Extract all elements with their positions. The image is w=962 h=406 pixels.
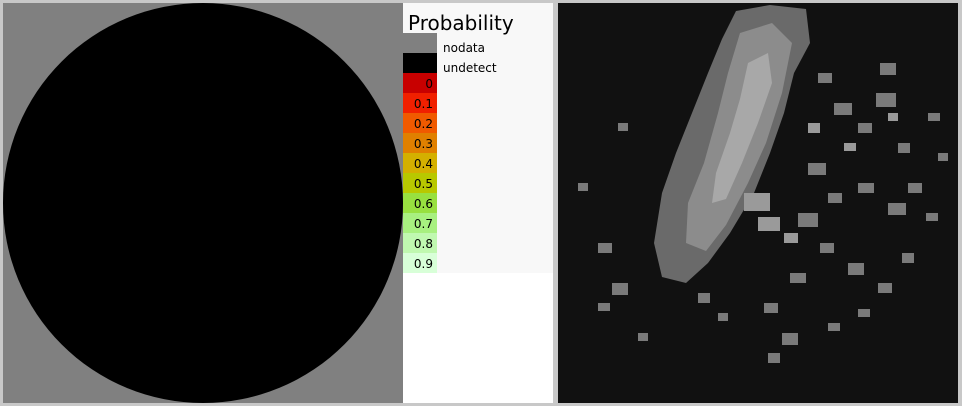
legend-value-0.4: 0.4 <box>413 157 433 171</box>
echo-band-peak <box>712 53 772 203</box>
legend-swatch-0.1: 0.1 <box>403 93 437 113</box>
legend-value-0.5: 0.5 <box>413 177 433 191</box>
legend-value-0.1: 0.1 <box>413 97 433 111</box>
legend-value-0.6: 0.6 <box>413 197 433 211</box>
legend-swatch-0.6: 0.6 <box>403 193 437 213</box>
probability-legend: Probability nodata undetect 0 0.1 0.2 0.… <box>403 3 553 403</box>
legend-swatch-nodata <box>403 33 437 53</box>
legend-swatch-0.8: 0.8 <box>403 233 437 253</box>
legend-value-0.2: 0.2 <box>413 117 433 131</box>
echo-scatter-bright <box>744 113 898 243</box>
echo-scatter <box>578 63 948 363</box>
legend-value-0.8: 0.8 <box>413 237 433 251</box>
legend-value-0.9: 0.9 <box>413 257 433 271</box>
legend-swatch-0.4: 0.4 <box>403 153 437 173</box>
legend-value-0: 0 <box>425 77 433 91</box>
legend-value-0.3: 0.3 <box>413 137 433 151</box>
legend-title: Probability <box>408 11 514 35</box>
legend-swatch-0.9: 0.9 <box>403 253 437 273</box>
legend-swatch-0.2: 0.2 <box>403 113 437 133</box>
legend-swatch-undetect <box>403 53 437 73</box>
probability-radar-panel <box>3 3 403 403</box>
legend-value-0.7: 0.7 <box>413 217 433 231</box>
radar-coverage-disc <box>3 3 403 403</box>
radar-echo-image <box>578 5 948 363</box>
legend-swatch-0.3: 0.3 <box>403 133 437 153</box>
legend-swatch-0: 0 <box>403 73 437 93</box>
reflectivity-radar-panel <box>558 3 958 403</box>
legend-swatch-0.5: 0.5 <box>403 173 437 193</box>
legend-label-nodata: nodata <box>443 41 485 55</box>
legend-label-undetect: undetect <box>443 61 497 75</box>
legend-swatch-0.7: 0.7 <box>403 213 437 233</box>
